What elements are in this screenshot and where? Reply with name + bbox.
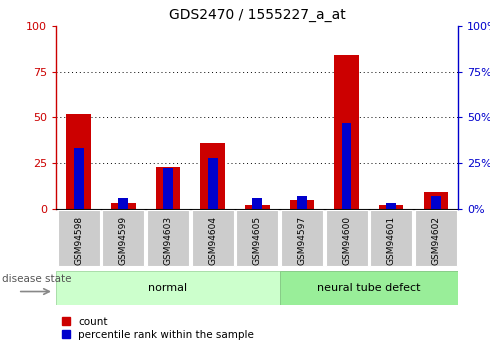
Bar xyxy=(415,210,457,266)
Bar xyxy=(342,123,351,209)
Bar xyxy=(67,114,91,209)
Bar xyxy=(334,55,359,209)
Bar xyxy=(280,271,458,305)
Bar xyxy=(290,199,314,209)
Text: GSM94604: GSM94604 xyxy=(208,216,217,265)
Text: GSM94601: GSM94601 xyxy=(387,216,396,265)
Bar xyxy=(252,198,262,209)
Bar xyxy=(192,210,234,266)
Bar xyxy=(74,148,84,209)
Text: GSM94600: GSM94600 xyxy=(342,216,351,265)
Bar xyxy=(111,203,136,209)
Bar xyxy=(208,158,218,209)
Text: GSM94605: GSM94605 xyxy=(253,216,262,265)
Bar xyxy=(236,210,278,266)
Bar xyxy=(379,205,403,209)
Legend: count, percentile rank within the sample: count, percentile rank within the sample xyxy=(62,317,254,340)
Bar xyxy=(102,210,144,266)
Text: GSM94597: GSM94597 xyxy=(297,216,306,265)
Bar xyxy=(56,271,280,305)
Text: normal: normal xyxy=(148,283,188,293)
Bar xyxy=(325,210,368,266)
Bar xyxy=(386,203,396,209)
Bar xyxy=(423,192,448,209)
Bar xyxy=(147,210,189,266)
Bar xyxy=(163,168,173,209)
Bar xyxy=(156,167,180,209)
Text: GSM94599: GSM94599 xyxy=(119,216,128,265)
Bar xyxy=(119,198,128,209)
Text: GSM94598: GSM94598 xyxy=(74,216,83,265)
Text: GSM94602: GSM94602 xyxy=(431,216,441,265)
Bar xyxy=(297,196,307,209)
Bar xyxy=(431,196,441,209)
Text: GSM94603: GSM94603 xyxy=(164,216,172,265)
Title: GDS2470 / 1555227_a_at: GDS2470 / 1555227_a_at xyxy=(169,8,345,22)
Bar xyxy=(245,205,270,209)
Bar xyxy=(58,210,99,266)
Bar xyxy=(281,210,323,266)
Text: neural tube defect: neural tube defect xyxy=(317,283,420,293)
Text: disease state: disease state xyxy=(2,275,72,284)
Bar xyxy=(370,210,412,266)
Bar xyxy=(200,143,225,209)
